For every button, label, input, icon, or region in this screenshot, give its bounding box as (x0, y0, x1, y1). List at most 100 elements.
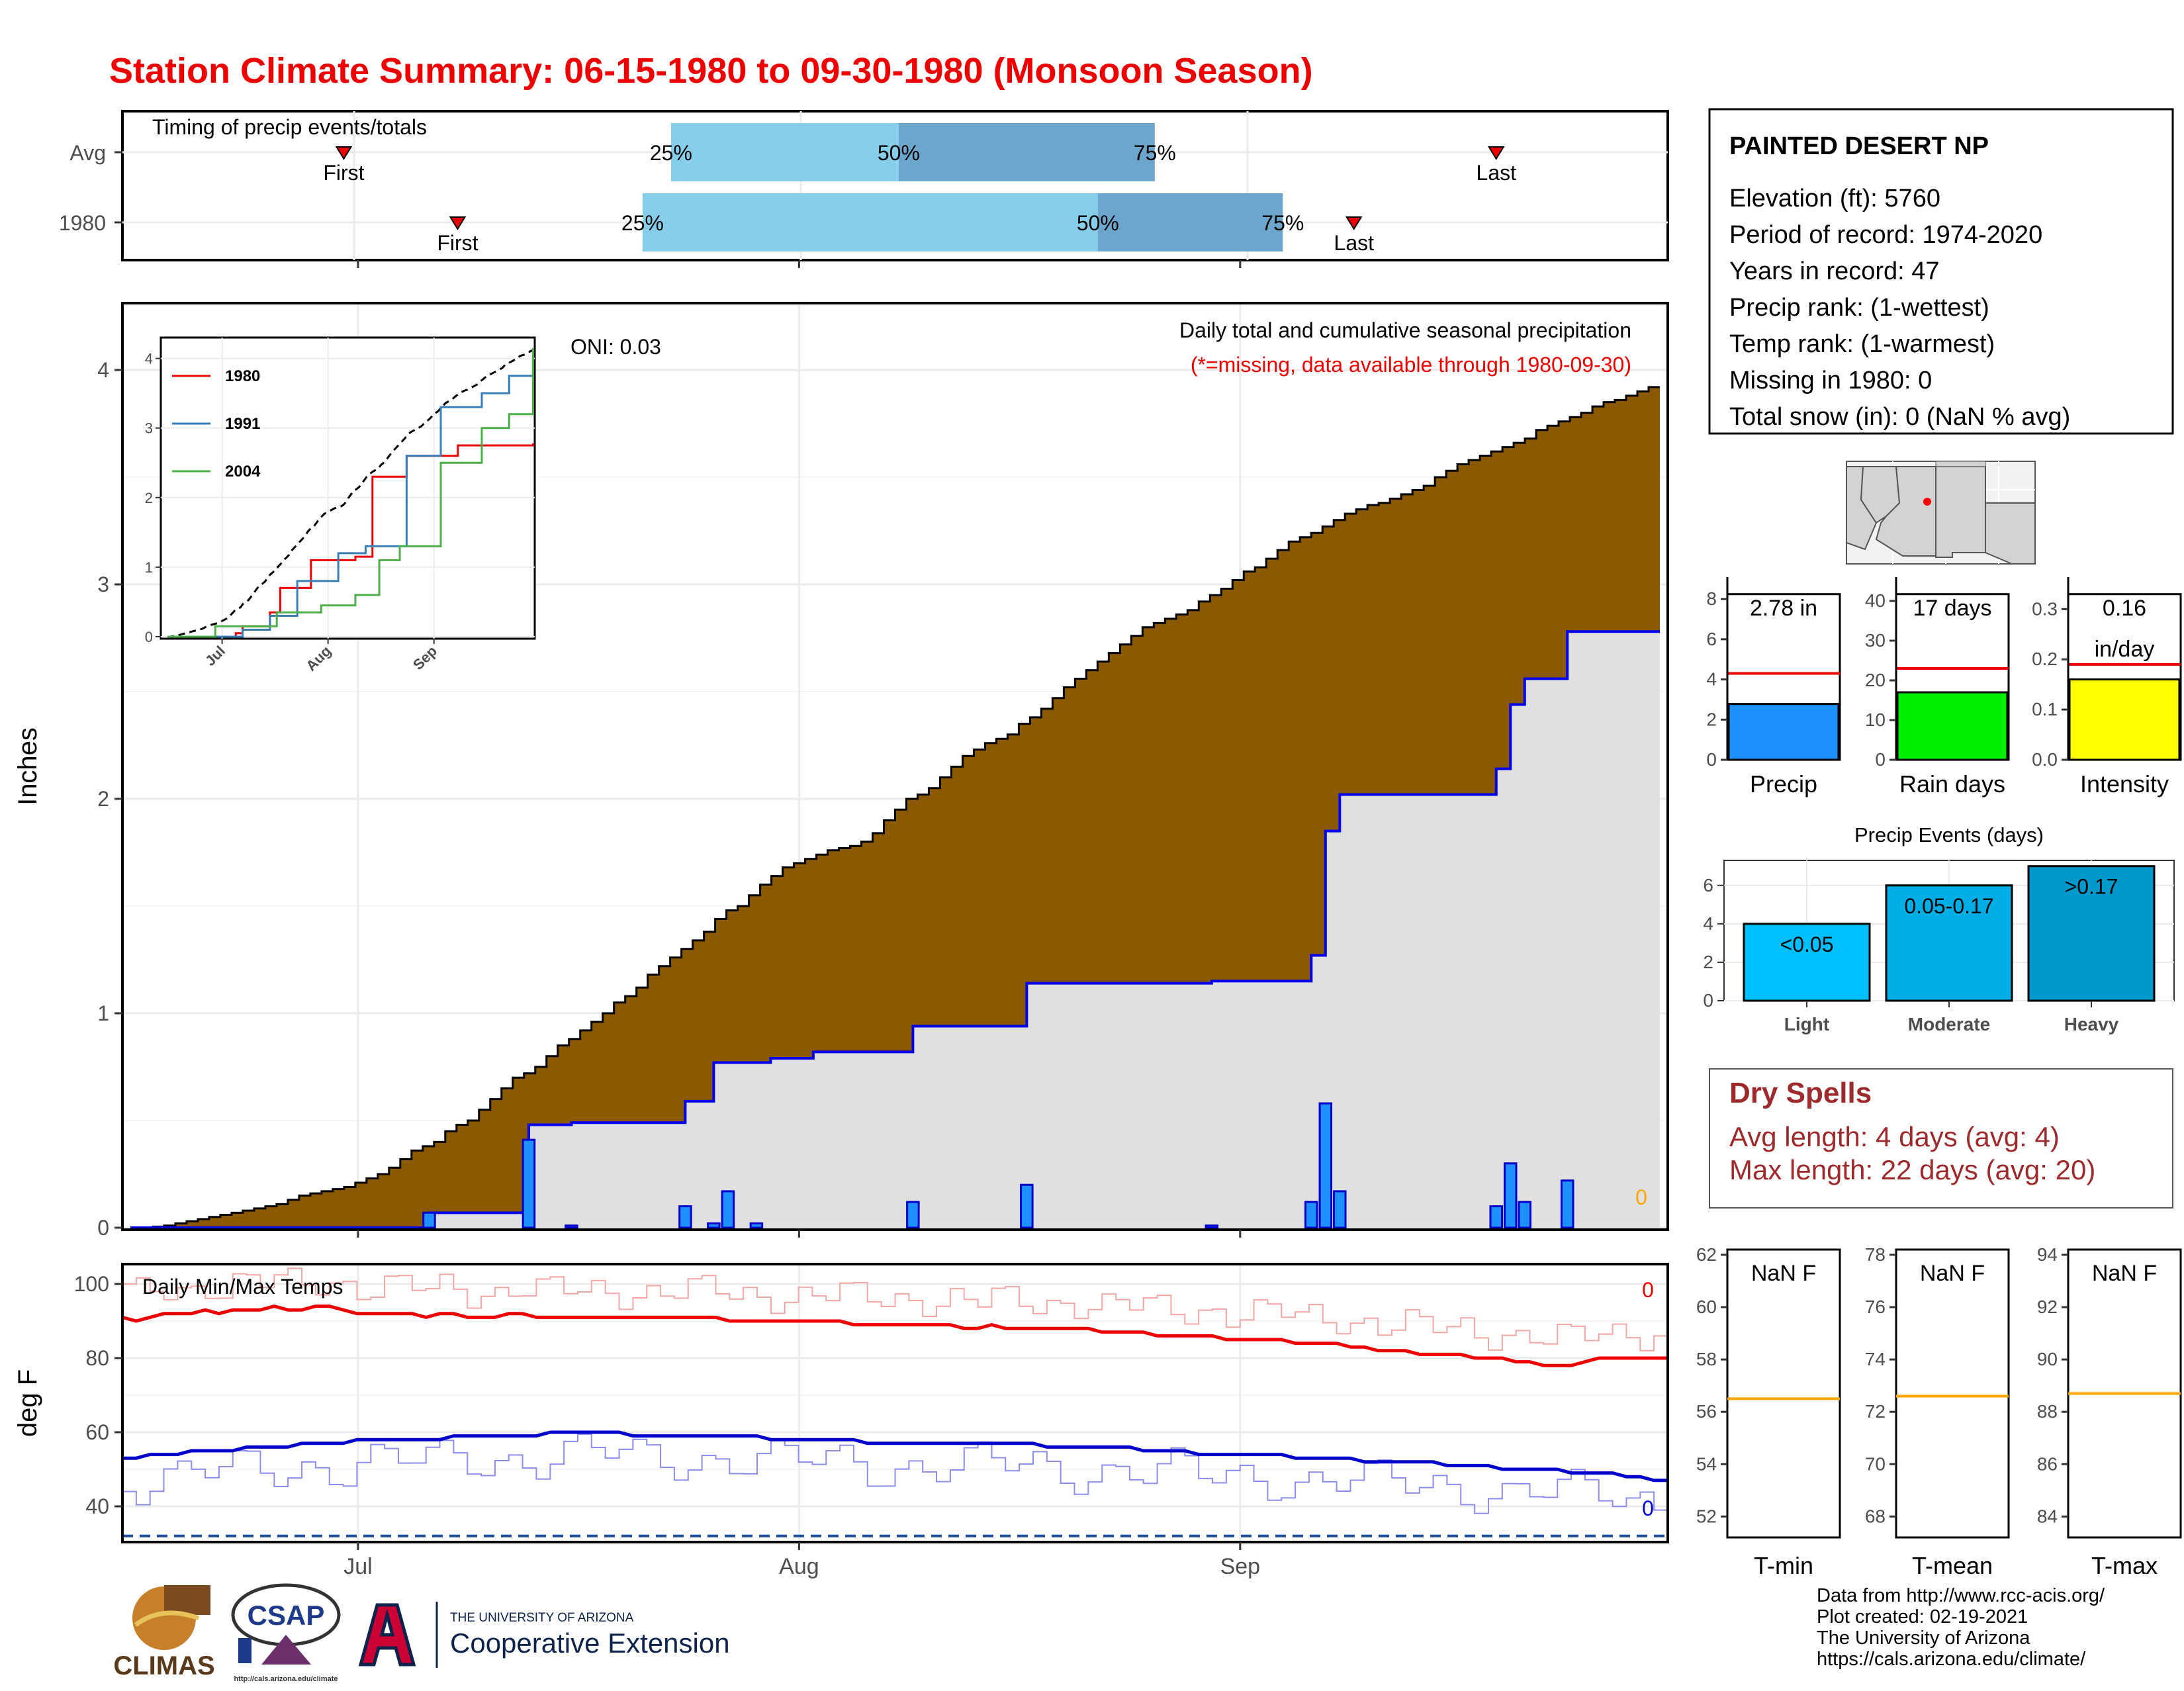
temp-box-ytick-label: 60 (1696, 1297, 1717, 1317)
timing-last-marker (1345, 216, 1363, 230)
temperature-boxes: 52 54 56 58 60 62 NaN F T-min 68 70 72 74 76 78 NaN F T… (1696, 1244, 2182, 1579)
locator-map (1846, 461, 2036, 565)
events-bar-label: Light (1784, 1014, 1829, 1034)
temp-box-value: NaN F (1920, 1261, 1985, 1286)
avg-cumulative-line (130, 386, 1660, 1229)
tmin-missing-count: 0 (1642, 1496, 1654, 1520)
temp-box-ytick-label: 92 (2037, 1297, 2058, 1317)
temp-box-ytick-label: 90 (2037, 1349, 2058, 1369)
temp-box-label: T-max (2091, 1552, 2158, 1579)
mini-chart-value-bar (2068, 678, 2181, 761)
events-bar-range: >0.17 (2065, 875, 2118, 899)
daily-precip-bar (1561, 1179, 1574, 1229)
main-plot-area (130, 386, 1660, 1229)
temp-box-ytick-label: 88 (2037, 1401, 2058, 1422)
temp-plot-area (122, 1267, 1668, 1537)
mini-chart-label: Rain days (1899, 770, 2005, 798)
info-frame (1708, 108, 2174, 435)
mini-chart-ytick-label: 0 (1706, 749, 1717, 770)
dry-frame (1709, 1068, 2173, 1209)
inset-legend-label: 1980 (225, 367, 260, 385)
tmin-avg-line (122, 1430, 1668, 1483)
inset-ytick-label: 3 (145, 420, 153, 437)
inset-series-line-2004 (167, 347, 534, 638)
info-line: Elevation (ft): 5760 (1729, 185, 1940, 212)
inset-frame (159, 336, 536, 640)
map-state-tx (1985, 502, 2036, 565)
main-missing-count: 0 (1635, 1185, 1647, 1209)
ua-small-wordmark: THE UNIVERSITY OF ARIZONA (450, 1611, 634, 1625)
mini-chart-value-bar (1896, 691, 2009, 761)
dry-avg-length: Avg length: 4 days (avg: 4) (1729, 1121, 2060, 1152)
timing-row-1980-label: 1980 (59, 211, 106, 235)
inset-ytick-label: 0 (145, 629, 153, 645)
daily-precip-bar (721, 1190, 735, 1229)
timing-label-25: 25% (621, 211, 664, 235)
info-line: Period of record: 1974-2020 (1729, 221, 2042, 249)
daily-precip-bar (1333, 1190, 1347, 1229)
figure-title: Station Climate Summary: 06-15-1980 to 0… (109, 51, 1313, 91)
temp-ytick-label: 60 (85, 1420, 109, 1444)
temp-box-ytick-label: 54 (1696, 1453, 1717, 1474)
main-axes: 0 1 2 3 4 (97, 358, 1242, 1240)
temp-box-ytick-label: 94 (2037, 1244, 2058, 1265)
daily-precip-bar (906, 1201, 920, 1229)
temp-ytick-label: 80 (85, 1346, 109, 1370)
mini-chart-value: 2.78 in (1750, 596, 1817, 621)
timing-bar-25-50 (670, 123, 899, 181)
mini-chart-ytick-label: 0 (1875, 749, 1886, 770)
temp-box-ytick-label: 52 (1696, 1506, 1717, 1526)
station-info-box: PAINTED DESERT NP Elevation (ft): 5760 P… (1708, 108, 2174, 435)
timing-last-label: Last (1477, 161, 1517, 185)
mini-chart-label: Intensity (2080, 770, 2169, 798)
map-state-co (1935, 461, 1986, 467)
timing-first-label: First (437, 231, 478, 255)
timing-first-marker (449, 216, 467, 230)
temp-box-ytick-label: 56 (1696, 1401, 1717, 1422)
map-state-nm (1935, 466, 1986, 558)
mini-chart-ytick-label: 0.1 (2032, 699, 2058, 719)
tmax-avg-line (122, 1304, 1668, 1367)
timing-label-75: 75% (1134, 141, 1176, 165)
events-bar-moderate (1885, 884, 2013, 1002)
main-precip-panel: 0 1 2 3 4 Inches ONI: 0.03 Daily total and c… (13, 302, 1669, 1240)
inset-legend: 1980 1991 2004 (172, 367, 261, 480)
mini-chart-value: 17 days (1913, 596, 1991, 621)
mini-chart-ytick-label: 8 (1706, 588, 1717, 609)
events-bar-label: Heavy (2064, 1014, 2119, 1034)
daily-precip-bar (1304, 1201, 1318, 1229)
dry-spells-box: Dry Spells Avg length: 4 days (avg: 4) M… (1709, 1068, 2173, 1209)
temp-ytick-label: 40 (85, 1494, 109, 1518)
inset-avg-line (167, 349, 535, 638)
timing-panel: 25% 50% 75% First Last 25% 50% 75% First Last Tim… (59, 110, 1669, 268)
footer-line: Data from http://www.rcc-acis.org/ (1817, 1585, 2105, 1606)
info-line: Total snow (in): 0 (NaN % avg) (1729, 403, 2070, 431)
csap-wordmark: CSAP (248, 1600, 325, 1631)
timing-bar-50-75 (1097, 193, 1283, 251)
daily-precip-bar (1489, 1205, 1504, 1229)
main-ytick-label: 1 (97, 1001, 109, 1025)
footer-line: Plot created: 02-19-2021 (1817, 1606, 2028, 1627)
timing-label-50: 50% (1077, 211, 1119, 235)
temp-box-value: NaN F (1751, 1261, 1816, 1286)
main-ytick-label: 0 (97, 1216, 109, 1240)
temp-box-label: T-mean (1912, 1552, 1993, 1579)
temp-box-t-max: 84 86 88 90 92 94 NaN F T-max (2037, 1244, 2182, 1579)
season-totals-charts: 0 2 4 6 8 2.78 in Precip 0 10 20 30 40 17 days Rain d… (1706, 577, 2182, 798)
temp-box-ytick-label: 62 (1696, 1244, 1717, 1265)
oni-label: ONI: 0.03 (570, 335, 661, 359)
temp-xtick-label: Jul (343, 1554, 372, 1579)
events-bar-label: Moderate (1908, 1014, 1990, 1034)
inset-ytick-label: 1 (145, 559, 153, 576)
mini-chart-rain-days: 0 10 20 30 40 17 days Rain days (1865, 577, 2010, 798)
mini-chart-ytick-label: 4 (1706, 669, 1717, 690)
daily-precip-bar (1504, 1162, 1518, 1229)
logo-university-arizona: THE UNIVERSITY OF ARIZONA Cooperative Ex… (358, 1602, 730, 1668)
footer-line: The University of Arizona (1817, 1627, 2030, 1649)
tmax-missing-count: 0 (1642, 1278, 1654, 1302)
temp-xtick-label: Sep (1220, 1554, 1261, 1579)
main-plot-subtitle: (*=missing, data available through 1980-… (1191, 353, 1631, 377)
ua-cooperative-extension: Cooperative Extension (450, 1627, 730, 1659)
mini-chart-ytick-label: 40 (1865, 590, 1886, 611)
temp-box-ytick-label: 70 (1865, 1453, 1886, 1474)
